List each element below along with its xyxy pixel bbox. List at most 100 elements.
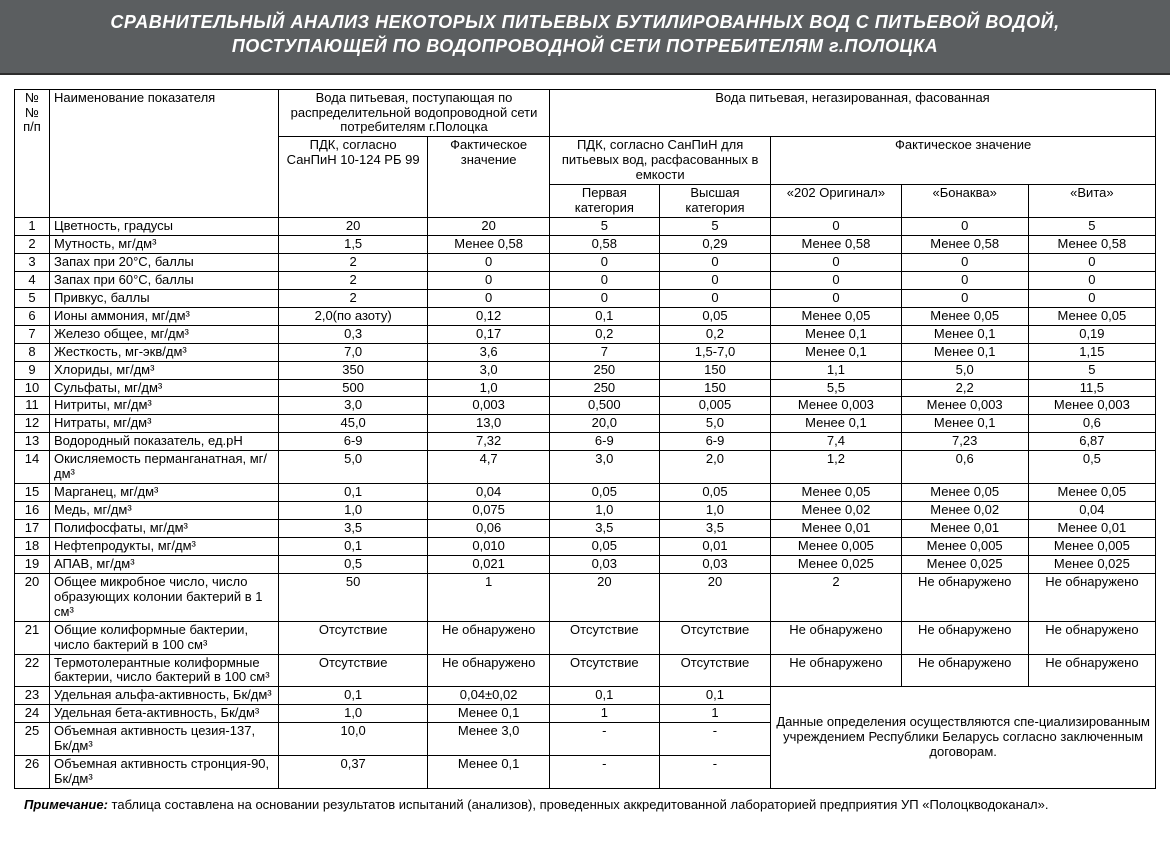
- comparison-table: №№ п/п Наименование показателя Вода пить…: [14, 89, 1156, 789]
- row-val: 0: [771, 289, 901, 307]
- row-val: Менее 0,025: [901, 555, 1028, 573]
- row-val: 7,23: [901, 433, 1028, 451]
- row-num: 9: [15, 361, 50, 379]
- row-val: Менее 0,01: [771, 520, 901, 538]
- row-name: Объемная активность цезия-137, Бк/дм³: [50, 723, 279, 756]
- row-name: Мутность, мг/дм³: [50, 236, 279, 254]
- row-num: 24: [15, 705, 50, 723]
- row-num: 25: [15, 723, 50, 756]
- row-val: Менее 0,1: [428, 756, 550, 789]
- row-val: 0: [901, 289, 1028, 307]
- row-num: 2: [15, 236, 50, 254]
- row-val: 20: [659, 573, 771, 621]
- row-name: Медь, мг/дм³: [50, 502, 279, 520]
- table-body: 1Цветность, градусы2020550052Мутность, м…: [15, 218, 1156, 687]
- table-row: 4Запах при 60°С, баллы2000000: [15, 271, 1156, 289]
- row-val: 11,5: [1028, 379, 1155, 397]
- row-val: 1,2: [771, 451, 901, 484]
- row-val: Менее 0,05: [1028, 484, 1155, 502]
- row-val: 0,1: [659, 687, 771, 705]
- row-name: Термотолерантные колиформные бактерии, ч…: [50, 654, 279, 687]
- row-val: 0,1: [279, 537, 428, 555]
- table-row: 5Привкус, баллы2000000: [15, 289, 1156, 307]
- row-val: 0: [771, 218, 901, 236]
- row-val: 6,87: [1028, 433, 1155, 451]
- table-row: 14Окисляемость перманганатная, мг/дм³5,0…: [15, 451, 1156, 484]
- row-num: 19: [15, 555, 50, 573]
- merged-note-cell: Данные определения осуществляются спе-ци…: [771, 687, 1156, 789]
- row-val: 0,03: [549, 555, 659, 573]
- row-val: 0,12: [428, 307, 550, 325]
- row-name: Общие колиформные бактерии, число бактер…: [50, 621, 279, 654]
- table-head: №№ п/п Наименование показателя Вода пить…: [15, 89, 1156, 218]
- row-val: 20,0: [549, 415, 659, 433]
- row-name: Окисляемость перманганатная, мг/дм³: [50, 451, 279, 484]
- row-val: 150: [659, 379, 771, 397]
- col-name: Наименование показателя: [50, 89, 279, 218]
- row-val: -: [549, 723, 659, 756]
- row-val: 0,075: [428, 502, 550, 520]
- row-val: Менее 0,05: [771, 307, 901, 325]
- row-val: Не обнаружено: [1028, 621, 1155, 654]
- title-line-1: СРАВНИТЕЛЬНЫЙ АНАЛИЗ НЕКОТОРЫХ ПИТЬЕВЫХ …: [110, 12, 1059, 32]
- row-val: 0: [549, 271, 659, 289]
- row-val: Менее 0,02: [771, 502, 901, 520]
- row-num: 14: [15, 451, 50, 484]
- page-title-band: СРАВНИТЕЛЬНЫЙ АНАЛИЗ НЕКОТОРЫХ ПИТЬЕВЫХ …: [0, 0, 1170, 75]
- row-val: 0,021: [428, 555, 550, 573]
- table-row: 12Нитраты, мг/дм³45,013,020,05,0Менее 0,…: [15, 415, 1156, 433]
- row-val: 0: [771, 253, 901, 271]
- row-val: 20: [428, 218, 550, 236]
- col-num: №№ п/п: [15, 89, 50, 218]
- col-vita: «Вита»: [1028, 185, 1155, 218]
- row-val: 5,5: [771, 379, 901, 397]
- row-val: Менее 0,58: [771, 236, 901, 254]
- table-row: 17Полифосфаты, мг/дм³3,50,063,53,5Менее …: [15, 520, 1156, 538]
- row-val: 500: [279, 379, 428, 397]
- row-val: 0,5: [1028, 451, 1155, 484]
- col-fact-tap: Фактическое значение: [428, 137, 550, 218]
- row-val: 0,5: [279, 555, 428, 573]
- row-val: Отсутствие: [279, 654, 428, 687]
- row-val: 0,29: [659, 236, 771, 254]
- row-val: Не обнаружено: [901, 654, 1028, 687]
- row-val: 0: [901, 218, 1028, 236]
- row-val: Отсутствие: [279, 621, 428, 654]
- row-val: Менее 0,005: [1028, 537, 1155, 555]
- row-val: Менее 0,58: [1028, 236, 1155, 254]
- row-val: 250: [549, 361, 659, 379]
- table-row: 15Марганец, мг/дм³0,10,040,050,05Менее 0…: [15, 484, 1156, 502]
- table-row: 19АПАВ, мг/дм³0,50,0210,030,03Менее 0,02…: [15, 555, 1156, 573]
- row-val: 2: [279, 271, 428, 289]
- footnote-text: таблица составлена на основании результа…: [108, 797, 1049, 812]
- row-val: Менее 0,05: [901, 307, 1028, 325]
- row-val: Менее 0,05: [1028, 307, 1155, 325]
- row-val: Отсутствие: [549, 621, 659, 654]
- row-val: 13,0: [428, 415, 550, 433]
- row-val: 0: [901, 271, 1028, 289]
- row-name: Удельная бета-активность, Бк/дм³: [50, 705, 279, 723]
- row-name: Удельная альфа-активность, Бк/дм³: [50, 687, 279, 705]
- row-val: 0: [549, 289, 659, 307]
- row-val: 4,7: [428, 451, 550, 484]
- row-name: Полифосфаты, мг/дм³: [50, 520, 279, 538]
- footnote: Примечание: таблица составлена на основа…: [0, 793, 1170, 823]
- row-val: Менее 3,0: [428, 723, 550, 756]
- row-val: 0,04: [1028, 502, 1155, 520]
- col-pdk-tap: ПДК, согласно СанПиН 10-124 РБ 99: [279, 137, 428, 218]
- row-val: 5,0: [659, 415, 771, 433]
- row-val: 0,1: [279, 484, 428, 502]
- row-val: Не обнаружено: [901, 573, 1028, 621]
- row-val: 0,1: [279, 687, 428, 705]
- col-bonaqua: «Бонаква»: [901, 185, 1028, 218]
- row-name: Марганец, мг/дм³: [50, 484, 279, 502]
- row-val: 20: [279, 218, 428, 236]
- row-val: 5: [549, 218, 659, 236]
- row-val: 0,05: [659, 307, 771, 325]
- row-val: 1,5: [279, 236, 428, 254]
- row-val: Менее 0,003: [771, 397, 901, 415]
- row-val: 2,0: [659, 451, 771, 484]
- row-val: 0,58: [549, 236, 659, 254]
- table-row: 20Общее микробное число, число образующи…: [15, 573, 1156, 621]
- row-val: Не обнаружено: [428, 654, 550, 687]
